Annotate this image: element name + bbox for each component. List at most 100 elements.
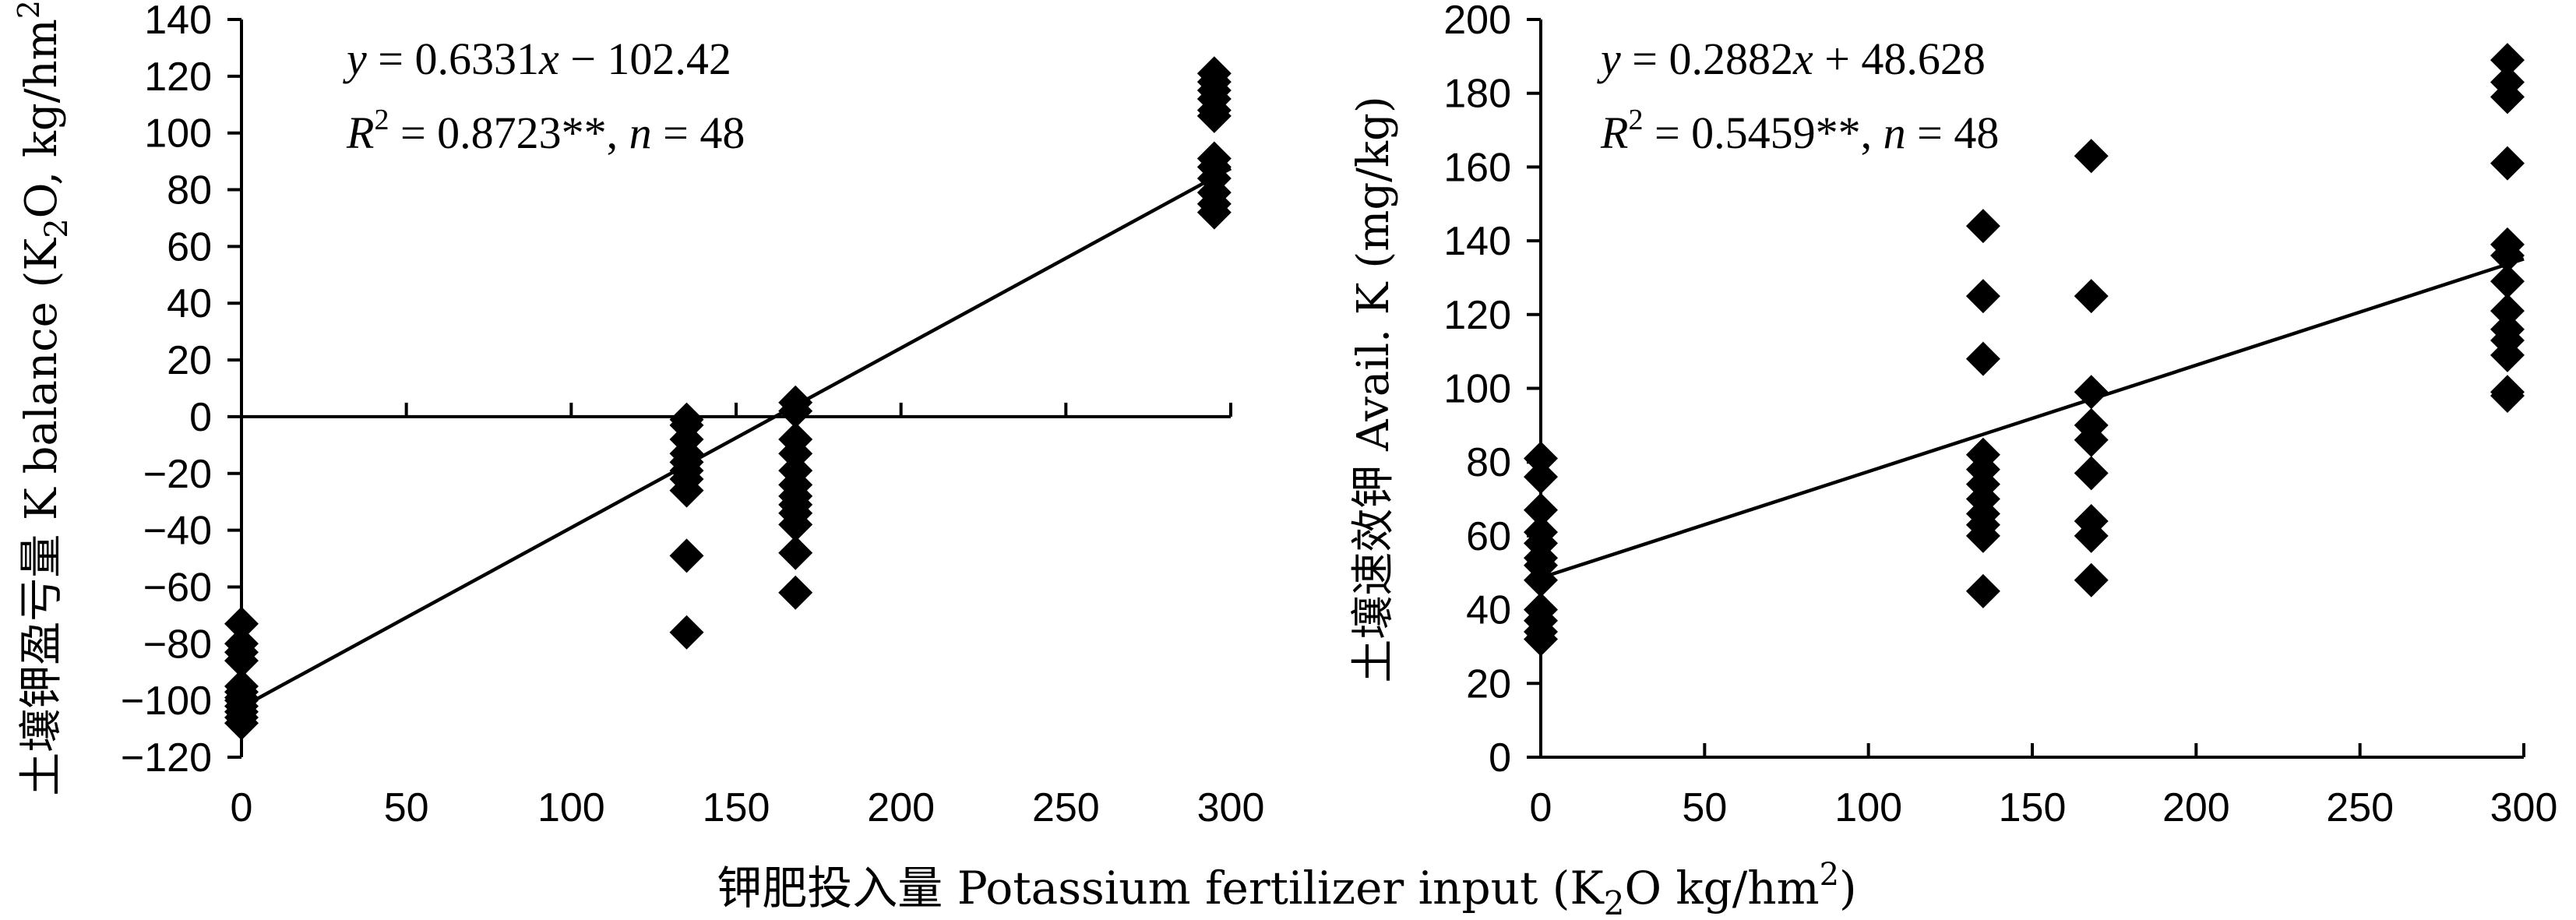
k-balance-eq-intercept: − 102.42 <box>559 33 731 84</box>
avail-k-data-point <box>2074 422 2109 457</box>
avail-k-data-point <box>1524 441 1558 476</box>
avail-k-data-point <box>2074 375 2109 410</box>
avail-k-n-symbol: n <box>1884 108 1906 158</box>
k-balance-equation-line: y = 0.6331x − 102.42 <box>343 33 731 84</box>
k-balance-chart: −120 −100 −80 −60 −40 −20 0 20 40 60 80 100 120 140 0 5… <box>12 0 1264 830</box>
k-balance-y-tick-label: −120 <box>121 735 212 781</box>
avail-k-data-point <box>1524 562 1558 597</box>
avail-k-trendline-group <box>1540 257 2525 580</box>
k-balance-trendline-group <box>240 167 1232 709</box>
avail-k-data-point <box>1524 622 1558 657</box>
k-balance-y-tick-label: −20 <box>143 452 212 497</box>
k-balance-y-tick-label: 100 <box>144 111 212 157</box>
k-balance-r2-line: R2 = 0.8723**, n = 48 <box>346 104 745 158</box>
k-balance-data-point <box>778 393 813 428</box>
avail-k-data-point <box>1524 460 1558 495</box>
k-balance-y-tick-label: 0 <box>189 395 212 440</box>
avail-k-x-tick-label: 0 <box>1530 785 1552 830</box>
k-balance-data-point <box>669 538 704 573</box>
k-balance-data-point <box>778 575 813 610</box>
k-balance-y-tick-label: 60 <box>167 224 212 270</box>
avail-k-data-point <box>2490 264 2525 299</box>
avail-k-equation-line: y = 0.2882x + 48.628 <box>1597 33 1986 84</box>
k-balance-data-point <box>224 706 259 741</box>
k-balance-data-point <box>778 535 813 570</box>
avail-k-data-point <box>1965 279 2000 314</box>
avail-k-eq-coef: = 0.2882 <box>1621 33 1793 84</box>
avail-k-y-axis-label: 土壤速效钾 Avail. K (mg/kg) <box>1348 96 1399 682</box>
avail-k-equation: y = 0.2882x + 48.628 R2 = 0.5459**, n = 4… <box>1597 33 1999 158</box>
avail-k-y-tick-label: 20 <box>1466 661 1511 707</box>
k-balance-y-axis-label: 土壤钾盈亏量 K balance (K2O, kg/hm2) <box>12 0 75 796</box>
avail-k-x-tick-label: 250 <box>2326 785 2394 830</box>
avail-k-y-tick-label: 180 <box>1443 72 1511 117</box>
k-balance-data-point <box>669 615 704 650</box>
avail-k-data-point <box>2490 337 2525 372</box>
k-balance-n-symbol: n <box>629 108 652 158</box>
avail-k-r2-line: R2 = 0.5459**, n = 48 <box>1600 104 1999 158</box>
avail-k-axes: 0 20 40 60 80 100 120 140 160 180 200 0 50 100 150 200 2… <box>1443 0 2557 830</box>
k-balance-data-point <box>778 507 813 542</box>
k-balance-equation: y = 0.6331x − 102.42 R2 = 0.8723**, n = 4… <box>343 33 745 158</box>
avail-k-data-point <box>2490 294 2525 329</box>
avail-k-y-tick-label: 0 <box>1489 735 1511 781</box>
avail-k-y-tick-label: 80 <box>1466 440 1511 485</box>
k-balance-y-tick-label: −100 <box>121 679 212 724</box>
avail-k-eq-x: x <box>1792 33 1813 84</box>
avail-k-n-value: = 48 <box>1906 108 2000 158</box>
avail-k-y-tick-label: 200 <box>1443 0 1511 43</box>
k-balance-y-tick-label: 40 <box>167 281 212 326</box>
k-balance-x-tick-label: 300 <box>1197 785 1265 830</box>
avail-k-y-tick-label: 40 <box>1466 588 1511 633</box>
k-balance-y-tick-label: 20 <box>167 338 212 383</box>
avail-k-points <box>1524 43 2525 657</box>
k-balance-x-tick-label: 200 <box>867 785 935 830</box>
k-balance-x-tick-label: 150 <box>703 785 770 830</box>
avail-k-r2-value: = 0.5459**, <box>1643 108 1883 158</box>
k-balance-y-tick-label: −60 <box>143 565 212 610</box>
k-balance-points <box>224 56 1232 741</box>
k-balance-trendline <box>240 167 1232 709</box>
avail-k-data-point <box>1965 518 2000 553</box>
avail-k-r-symbol: R <box>1600 108 1628 158</box>
avail-k-data-point <box>2490 146 2525 181</box>
k-balance-data-point <box>224 643 259 679</box>
k-balance-y-tick-label: 120 <box>144 55 212 100</box>
avail-k-x-tick-label: 150 <box>1999 785 2067 830</box>
k-balance-axes: −120 −100 −80 −60 −40 −20 0 20 40 60 80 100 120 140 0 5… <box>121 0 1265 830</box>
avail-k-eq-intercept: + 48.628 <box>1813 33 1986 84</box>
avail-k-data-point <box>2074 139 2109 174</box>
avail-k-data-point <box>1965 209 2000 244</box>
avail-k-data-point <box>2490 238 2525 273</box>
k-balance-eq-x: x <box>538 33 559 84</box>
avail-k-trendline <box>1540 257 2525 580</box>
k-balance-y-tick-label: −40 <box>143 509 212 554</box>
avail-k-data-point <box>2074 456 2109 491</box>
k-balance-data-point <box>1196 195 1232 230</box>
k-balance-x-tick-label: 100 <box>537 785 605 830</box>
avail-k-r-superscript: 2 <box>1628 104 1643 136</box>
avail-k-eq-y: y <box>1597 33 1621 84</box>
avail-k-y-tick-label: 100 <box>1443 367 1511 412</box>
k-balance-x-tick-label: 50 <box>384 785 429 830</box>
avail-k-data-point <box>2074 279 2109 314</box>
k-balance-eq-y: y <box>343 33 367 84</box>
k-balance-r2-value: = 0.8723**, <box>389 108 629 158</box>
avail-k-data-point <box>1524 492 1558 527</box>
avail-k-data-point <box>2074 562 2109 597</box>
avail-k-data-point <box>2490 79 2525 115</box>
avail-k-data-point <box>2074 518 2109 553</box>
k-balance-r-superscript: 2 <box>374 104 389 136</box>
avail-k-y-tick-label: 140 <box>1443 219 1511 264</box>
avail-k-x-tick-label: 300 <box>2490 785 2558 830</box>
avail-k-data-point <box>1965 341 2000 376</box>
k-balance-data-point <box>669 473 704 508</box>
k-balance-r-symbol: R <box>346 108 374 158</box>
avail-k-x-tick-label: 200 <box>2162 785 2230 830</box>
k-balance-y-tick-label: 140 <box>144 0 212 43</box>
avail-k-y-tick-label: 160 <box>1443 145 1511 190</box>
shared-x-axis-label: 钾肥投入量 Potassium fertilizer input (K2O kg… <box>717 857 1856 920</box>
k-balance-y-tick-label: −80 <box>143 622 212 667</box>
avail-k-data-point <box>1965 573 2000 608</box>
